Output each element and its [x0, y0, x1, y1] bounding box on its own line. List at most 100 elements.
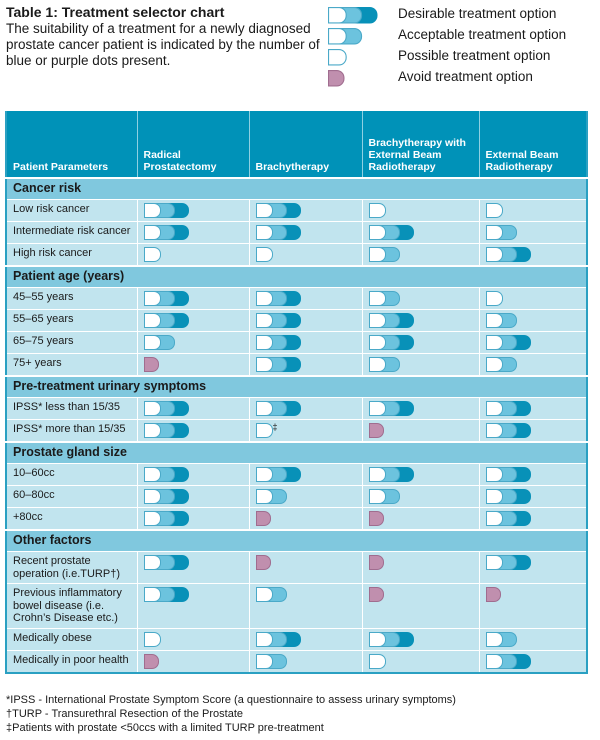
rating-cell: [136, 331, 249, 354]
row-label: IPSS* more than 15/35: [6, 419, 137, 442]
white-dot-icon: [143, 313, 161, 328]
rating-cell: [478, 243, 587, 266]
white-dot-icon: [255, 401, 273, 416]
rating-cell: [361, 463, 479, 486]
white-dot-icon: [368, 401, 386, 416]
legend-dots: [328, 27, 363, 44]
section-title: Cancer risk: [6, 177, 587, 200]
table-header-row: Patient Parameters Radical Prostatectomy…: [6, 111, 587, 178]
rating-cell: [478, 287, 587, 310]
white-dot-icon: [485, 511, 503, 526]
section-title: Prostate gland size: [6, 441, 587, 464]
suitability-dots: [368, 335, 414, 350]
section-title: Pre-treatment urinary symptoms: [6, 375, 587, 398]
suitability-dots: [368, 291, 400, 306]
white-dot-icon: [255, 587, 273, 602]
rating-cell: [478, 331, 587, 354]
table-row: IPSS* less than 15/35: [6, 397, 587, 420]
suitability-dots: [143, 631, 161, 647]
rating-cell: [478, 551, 587, 584]
rating-cell: [478, 463, 587, 486]
suitability-dots: [368, 489, 400, 504]
table-row: 10–60cc: [6, 463, 587, 486]
table-row: IPSS* more than 15/35 ‡: [6, 419, 587, 442]
suitability-dots: [368, 357, 400, 372]
rating-cell: [478, 353, 587, 376]
rating-cell: [248, 221, 362, 244]
white-dot-icon: [255, 335, 273, 350]
white-dot-icon: [255, 489, 273, 504]
suitability-dots: [255, 291, 301, 306]
rating-cell: [136, 353, 249, 376]
white-dot-icon: [143, 401, 161, 416]
rating-cell: [248, 287, 362, 310]
suitability-dots: [255, 653, 287, 669]
suitability-dots: [368, 555, 384, 570]
title-block: Table 1: Treatment selector chart The su…: [6, 4, 326, 69]
white-dot-icon: [143, 423, 161, 438]
footnote-mark: ‡: [272, 422, 278, 432]
suitability-dots: [485, 335, 531, 350]
chart-title: Table 1: Treatment selector chart: [6, 4, 225, 20]
suitability-dots: [255, 555, 271, 570]
legend-item: Possible treatment option: [328, 45, 598, 66]
row-label: 45–55 years: [6, 287, 137, 310]
suitability-dots: [485, 555, 531, 570]
white-dot-icon: [328, 6, 347, 23]
suitability-dots: [143, 335, 175, 350]
rating-cell: [248, 551, 362, 584]
column-header-radical-prostatectomy: Radical Prostatectomy: [136, 111, 249, 178]
white-dot-icon: [368, 247, 386, 262]
rating-cell: [248, 463, 362, 486]
table-row: Recent prostate operation (i.e.TURP†): [6, 551, 587, 584]
suitability-dots: [143, 291, 189, 306]
rating-cell: [136, 419, 249, 442]
suitability-dots: [485, 357, 517, 372]
white-dot-icon: [368, 203, 386, 218]
white-dot-icon: [328, 27, 347, 44]
rating-cell: [361, 397, 479, 420]
suitability-dots: [255, 587, 287, 602]
white-dot-icon: [485, 489, 503, 504]
suitability-dots: [368, 653, 386, 669]
rating-cell: [248, 397, 362, 420]
rating-cell: [361, 583, 479, 628]
rating-cell: [361, 485, 479, 508]
section-title: Other factors: [6, 529, 587, 552]
white-dot-icon: [143, 467, 161, 482]
rating-cell: [361, 199, 479, 222]
avoid-dot-icon: [485, 587, 501, 602]
avoid-dot-icon: [368, 423, 384, 438]
footnote-turp: †TURP - Transurethral Resection of the P…: [6, 708, 244, 720]
suitability-dots: [255, 247, 273, 262]
white-dot-icon: [328, 48, 347, 65]
rating-cell: [361, 353, 479, 376]
avoid-dot-icon: [143, 357, 159, 372]
table-row: 65–75 years: [6, 331, 587, 354]
row-label: High risk cancer: [6, 243, 137, 266]
white-dot-icon: [143, 587, 161, 602]
white-dot-icon: [368, 631, 386, 647]
legend-label: Acceptable treatment option: [398, 27, 567, 42]
white-dot-icon: [485, 423, 503, 438]
legend-item: Avoid treatment option: [328, 66, 598, 87]
rating-cell: [478, 309, 587, 332]
rating-cell: [136, 221, 249, 244]
suitability-dots: [143, 511, 189, 526]
section-header-row: Patient age (years): [6, 265, 587, 288]
white-dot-icon: [485, 631, 503, 647]
suitability-dots: [255, 467, 301, 482]
section-header-row: Pre-treatment urinary symptoms: [6, 375, 587, 398]
white-dot-icon: [368, 653, 386, 669]
white-dot-icon: [368, 467, 386, 482]
rating-cell: [136, 397, 249, 420]
rating-cell: [136, 199, 249, 222]
rating-cell: [478, 485, 587, 508]
rating-cell: [136, 287, 249, 310]
rating-cell: [361, 221, 479, 244]
rating-cell: [361, 507, 479, 530]
suitability-dots: [143, 587, 189, 602]
rating-cell: [136, 243, 249, 266]
legend-dots: [328, 6, 378, 23]
row-label: Intermediate risk cancer: [6, 221, 137, 244]
